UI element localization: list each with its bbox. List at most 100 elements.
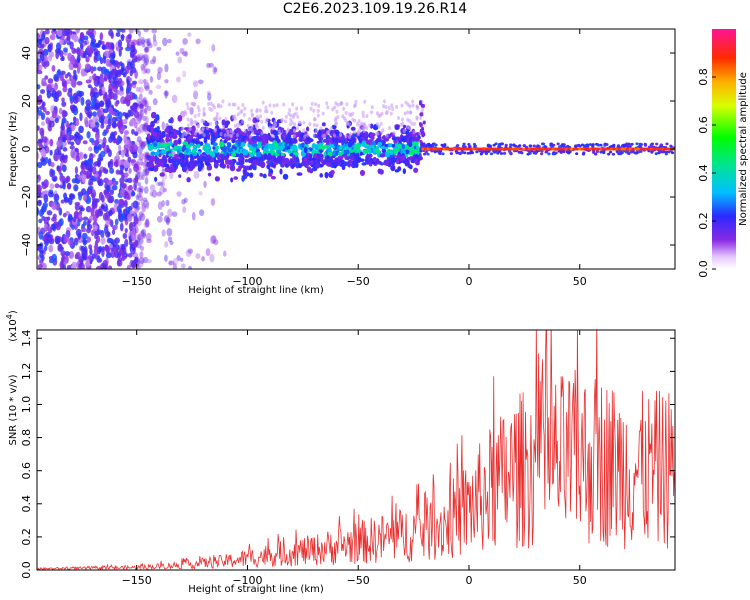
heatmap-cell [666,147,670,151]
heatmap-cell [283,157,290,164]
heatmap-cell [139,123,145,133]
heatmap-cell [128,29,134,34]
heatmap-cell [121,243,126,251]
heatmap-cell [649,145,653,149]
heatmap-cell [650,147,654,151]
heatmap-cell [357,119,361,124]
heatmap-cell [145,218,149,228]
heatmap-cell [365,126,369,131]
heatmap-cell [389,157,393,162]
heatmap-cell [352,147,358,151]
heatmap-cell [177,138,182,145]
heatmap-cell [583,147,587,151]
heatmap-cell [331,136,335,143]
heatmap-cell [111,121,117,129]
heatmap-cell [514,147,518,151]
heatmap-cell [615,147,619,151]
heatmap-cell [137,30,142,37]
heatmap-cell [80,227,87,233]
heatmap-cell [58,207,63,216]
heatmap-cell [37,161,43,169]
heatmap-cell [115,32,121,37]
heatmap-cell [185,249,192,258]
heatmap-cell [129,105,134,110]
heatmap-cell [551,152,556,156]
y-tick-label: 20 [20,94,33,108]
heatmap-cell [310,101,314,106]
heatmap-cell [639,150,643,153]
heatmap-cell [345,121,349,126]
heatmap-cell [98,153,102,160]
heatmap-cell [138,152,144,161]
heatmap-cell [42,262,47,269]
heatmap-cell [138,139,143,147]
heatmap-cell [347,122,351,127]
heatmap-cell [250,108,254,113]
heatmap-cell [134,131,139,137]
heatmap-cell [42,48,49,57]
heatmap-cell [176,191,182,197]
heatmap-cell [153,132,157,137]
heatmap-cell [627,144,631,148]
heatmap-cell [212,146,216,150]
heatmap-cell [290,164,296,168]
heatmap-cell [586,147,590,151]
heatmap-cell [597,143,601,147]
heatmap-cell [273,142,279,147]
heatmap-cell [395,104,399,109]
heatmap-cell [351,111,355,116]
heatmap-cell [212,66,217,75]
heatmap-cell [135,166,139,173]
heatmap-cell [414,137,420,143]
heatmap-cell [511,147,515,151]
heatmap-cell [51,110,57,119]
heatmap-cell [156,142,162,149]
heatmap-cell [118,48,122,57]
heatmap-cell [87,109,92,115]
heatmap-cell [197,134,202,140]
heatmap-cell [339,145,343,151]
heatmap-cell [533,147,537,151]
heatmap-cell [319,126,323,131]
heatmap-cell [271,126,275,131]
heatmap-cell [165,217,170,226]
heatmap-cell [618,152,623,156]
heatmap-cell [138,93,143,101]
heatmap-cell [107,118,112,127]
heatmap-cell [325,143,330,149]
heatmap-cell [80,163,85,170]
heatmap-cell [92,111,98,117]
heatmap-cell [298,120,302,125]
snr-axes: −150 −100 −50 0 50 0.0 0.2 0.4 0.6 0.8 1.0 1.2 1.4 He… [5,310,675,595]
heatmap-cell [580,147,584,151]
heatmap-cell [188,265,192,269]
heatmap-cell [167,38,172,44]
heatmap-cell [142,78,147,84]
snr-series-line [37,330,675,570]
heatmap-cell [44,75,49,80]
heatmap-cell [202,107,206,112]
heatmap-cell [86,173,90,180]
heatmap-cell [202,119,206,124]
heatmap-cell [188,127,192,132]
heatmap-cell [79,42,84,50]
heatmap-cell [630,142,634,146]
heatmap-cell [143,68,148,74]
heatmap-cell [114,218,119,226]
heatmap-cell [106,179,113,187]
heatmap-cell [100,237,106,245]
heatmap-cell [173,144,178,152]
heatmap-cell [248,172,254,178]
heatmap-cell [108,48,113,54]
heatmap-cell [292,154,296,161]
heatmap-cell [105,252,112,259]
heatmap-cell [49,183,55,190]
heatmap-cell [409,156,413,161]
heatmap-cell [379,153,386,158]
heatmap-cell [122,232,128,240]
heatmap-cell [266,154,273,161]
heatmap-cell [324,127,329,132]
heatmap-cell [532,144,536,148]
heatmap-cell [137,145,143,154]
heatmap-cell [139,103,145,109]
